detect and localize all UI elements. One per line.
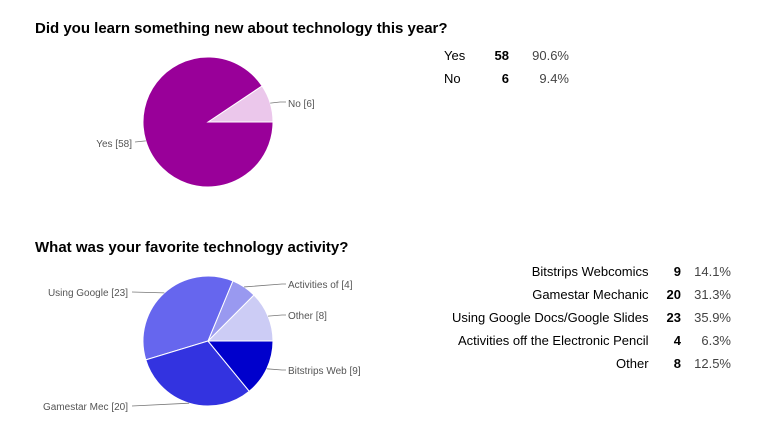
summary-count: 6 (501, 71, 509, 86)
summary-percent: 9.4% (539, 71, 569, 86)
summary-row-bitstrips: Bitstrips Webcomics 9 14.1% (452, 260, 731, 283)
summary-label: Activities off the Electronic Pencil (458, 333, 649, 348)
summary-row-activities: Activities off the Electronic Pencil 4 6… (452, 329, 731, 352)
summary-percent: 12.5% (694, 356, 731, 371)
slice-label-other: Other [8] (288, 311, 327, 322)
leader-line (131, 402, 190, 407)
question-2-title: What was your favorite technology activi… (35, 239, 349, 256)
summary-row-other: Other 8 12.5% (452, 352, 731, 375)
summary-row-gamestar: Gamestar Mechanic 20 31.3% (452, 283, 731, 306)
summary-percent: 31.3% (694, 287, 731, 302)
leader-line (270, 101, 286, 104)
pie-slice-gamestar-mechanic (145, 340, 250, 407)
summary-count: 8 (673, 356, 681, 371)
summary-label: Yes (444, 48, 466, 63)
leader-line (268, 314, 286, 317)
summary-percent: 6.3% (701, 333, 731, 348)
leader-line (244, 283, 286, 288)
leader-line (134, 140, 146, 143)
pie-chart-1: Yes [58] No [6] (96, 56, 315, 188)
summary-label: No (444, 71, 461, 86)
slice-label-no: No [6] (288, 99, 315, 110)
question-2-summary-table: Bitstrips Webcomics 9 14.1% Gamestar Mec… (452, 260, 731, 375)
leader-line (266, 368, 286, 371)
slice-label-gamestar: Gamestar Mec [20] (43, 402, 128, 413)
pie-chart-2: Bitstrips Web [9] Gamestar Mec [20] Usin… (43, 275, 361, 413)
summary-row-yes: Yes 58 90.6% (444, 44, 569, 67)
summary-count: 23 (666, 310, 681, 325)
slice-label-google: Using Google [23] (48, 288, 128, 299)
pie-slice-bitstrips-webcomics (206, 340, 274, 392)
question-1-summary-table: Yes 58 90.6% No 6 9.4% (444, 44, 569, 90)
summary-count: 9 (673, 264, 681, 279)
summary-percent: 14.1% (694, 264, 731, 279)
summary-percent: 35.9% (694, 310, 731, 325)
leader-line (131, 291, 165, 294)
pie-slice-using-google-docs-google-slides (142, 275, 234, 361)
summary-label: Using Google Docs/Google Slides (451, 310, 649, 325)
summary-label: Other (616, 356, 649, 371)
summary-label: Gamestar Mechanic (532, 287, 649, 302)
summary-row-no: No 6 9.4% (444, 67, 569, 90)
question-1-title: Did you learn something new about techno… (35, 20, 448, 37)
slice-label-bitstrips: Bitstrips Web [9] (288, 366, 361, 377)
slice-label-yes: Yes [58] (96, 139, 132, 150)
slice-label-activities: Activities of [4] (288, 280, 353, 291)
summary-count: 20 (666, 287, 681, 302)
summary-count: 4 (673, 333, 681, 348)
summary-percent: 90.6% (532, 48, 569, 63)
summary-label: Bitstrips Webcomics (531, 264, 649, 279)
summary-count: 58 (494, 48, 509, 63)
summary-row-google: Using Google Docs/Google Slides 23 35.9% (452, 306, 731, 329)
